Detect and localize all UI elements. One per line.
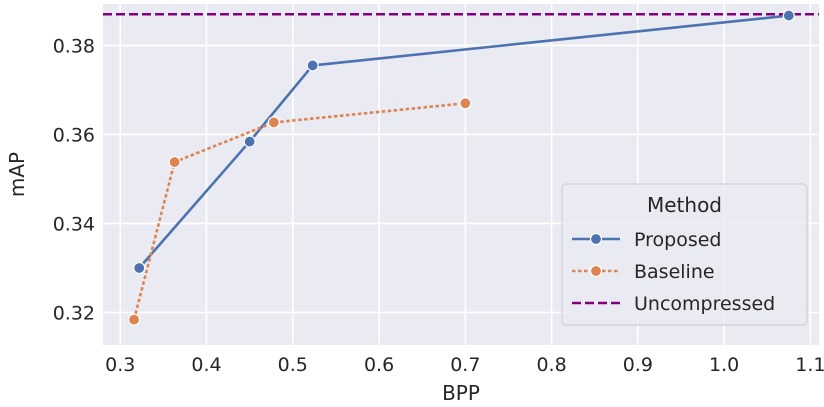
proposed-point <box>133 261 146 275</box>
y-axis-ticks: 0.32 0.34 0.36 0.38 <box>53 35 95 324</box>
x-axis-ticks: 0.3 0.4 0.5 0.6 0.7 0.8 0.9 1.0 1.1 <box>105 354 824 376</box>
baseline-point <box>459 97 472 110</box>
legend: Method Proposed Baseline Uncompressed <box>561 183 808 326</box>
baseline-point <box>267 116 280 129</box>
baseline-point <box>127 313 141 326</box>
x-tick-label: 0.7 <box>450 354 480 376</box>
baseline-line <box>132 101 466 320</box>
series-markers <box>127 9 795 326</box>
x-tick-label: 0.4 <box>191 354 221 376</box>
y-tick-label: 0.36 <box>53 124 95 146</box>
y-tick-label: 0.38 <box>53 35 95 57</box>
legend-item-baseline: Baseline <box>572 261 715 283</box>
legend-label: Uncompressed <box>634 293 775 315</box>
x-tick-label: 1.1 <box>795 354 824 376</box>
legend-label: Proposed <box>634 229 721 251</box>
x-tick-label: 0.6 <box>364 354 394 376</box>
y-tick-label: 0.32 <box>53 303 95 325</box>
legend-marker <box>589 264 603 278</box>
legend-items: Proposed Baseline Uncompressed <box>572 229 775 315</box>
x-tick-label: 0.9 <box>623 354 653 376</box>
x-tick-label: 1.0 <box>709 354 739 376</box>
legend-item-proposed: Proposed <box>572 229 721 251</box>
legend-title: Method <box>647 193 722 217</box>
series-lines <box>103 12 819 320</box>
proposed-point <box>782 9 795 22</box>
y-axis-label: mAP <box>5 152 29 197</box>
legend-box <box>561 183 808 326</box>
legend-item-uncompressed: Uncompressed <box>572 293 775 315</box>
legend-marker <box>589 232 603 246</box>
proposed-point <box>243 135 256 148</box>
baseline-point <box>168 155 181 169</box>
x-axis-label: BPP <box>442 381 480 405</box>
proposed-point <box>306 59 319 72</box>
y-tick-label: 0.34 <box>53 213 95 235</box>
x-tick-label: 0.5 <box>278 354 308 376</box>
x-tick-label: 0.8 <box>536 354 566 376</box>
proposed-line <box>138 14 789 269</box>
x-tick-label: 0.3 <box>105 354 135 376</box>
legend-label: Baseline <box>634 261 715 283</box>
